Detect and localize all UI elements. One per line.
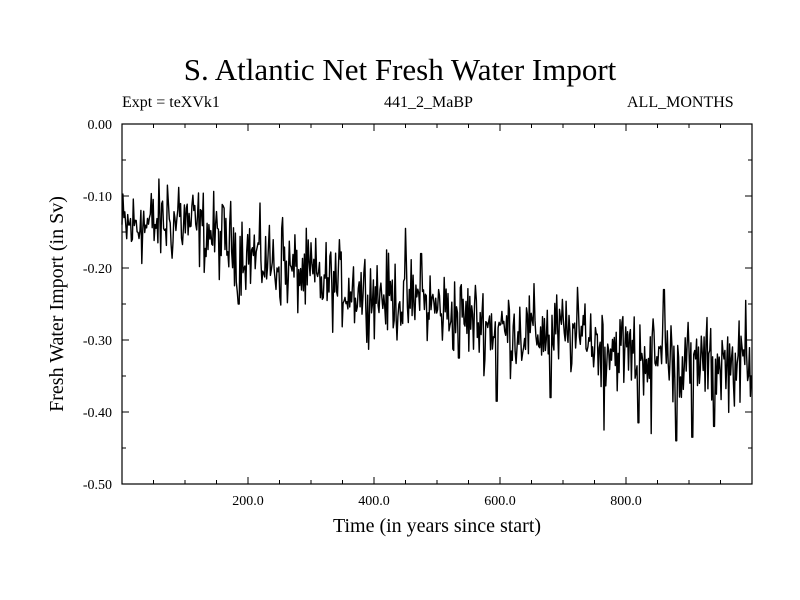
- y-tick-label: -0.20: [83, 262, 112, 277]
- x-tick-label: 600.0: [484, 494, 516, 509]
- x-tick-label: 200.0: [232, 494, 264, 509]
- y-tick-label: -0.10: [83, 190, 112, 205]
- fresh-water-series-line: [121, 178, 753, 442]
- y-tick-label: -0.40: [83, 406, 112, 421]
- y-axis-label: Fresh Water Import (in Sv): [46, 196, 68, 412]
- x-axis-ticks: 200.0 400.0 600.0 800.0: [153, 124, 721, 509]
- y-tick-label: -0.30: [83, 334, 112, 349]
- months-label: ALL_MONTHS: [627, 94, 734, 111]
- plot-frame: [121, 123, 753, 485]
- x-tick-label: 800.0: [610, 494, 642, 509]
- chart-title: S. Atlantic Net Fresh Water Import: [183, 52, 617, 87]
- y-tick-label: -0.50: [83, 478, 112, 493]
- x-tick-label: 400.0: [358, 494, 390, 509]
- x-axis-label: Time (in years since start): [333, 515, 541, 537]
- experiment-label: Expt = teXVk1: [122, 94, 220, 111]
- y-tick-label: 0.00: [88, 118, 113, 133]
- y-axis-ticks: 0.00 -0.10 -0.20 -0.30 -0.40 -0.50: [83, 118, 752, 493]
- period-label: 441_2_MaBP: [384, 94, 473, 111]
